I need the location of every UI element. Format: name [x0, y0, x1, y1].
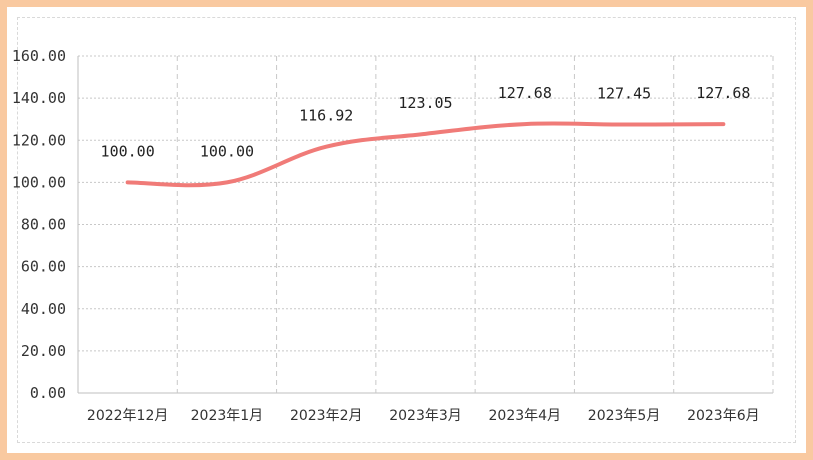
y-tick-label: 120.00: [12, 131, 66, 149]
series-line-group: [125, 121, 726, 188]
grid-lines: [77, 55, 774, 394]
y-tick-label: 80.00: [21, 216, 66, 234]
data-label: 116.92: [299, 107, 353, 125]
data-label: 127.45: [597, 85, 651, 103]
data-label: 123.05: [398, 94, 452, 112]
data-label: 127.68: [696, 84, 750, 102]
y-tick-label: 60.00: [21, 258, 66, 276]
chart-inner-border: [17, 17, 796, 443]
y-tick-label: 20.00: [21, 342, 66, 360]
data-labels: 100.00 100.00 116.92 123.05 127.68 127.45 127.…: [101, 84, 751, 160]
y-tick-label: 0.00: [30, 384, 66, 402]
x-tick-label: 2023年6月: [687, 408, 760, 424]
x-tick-label: 2023年5月: [588, 408, 661, 424]
y-axis-ticks: 0.00 20.00 40.00 60.00 80.00 100.00 120.00 140.…: [12, 47, 66, 402]
x-tick-label: 2023年2月: [290, 408, 363, 424]
y-tick-label: 140.00: [12, 89, 66, 107]
data-label: 100.00: [101, 142, 155, 160]
data-label: 100.00: [200, 142, 254, 160]
y-tick-label: 40.00: [21, 300, 66, 318]
x-tick-label: 2022年12月: [87, 408, 168, 424]
x-tick-label: 2023年3月: [389, 408, 462, 424]
y-tick-label: 100.00: [12, 173, 66, 191]
x-tick-label: 2023年1月: [191, 408, 264, 424]
series-line: [125, 121, 726, 188]
x-axis-ticks: 2022年12月 2023年1月 2023年2月 2023年3月 2023年4月 2023…: [87, 408, 760, 424]
x-tick-label: 2023年4月: [489, 408, 562, 424]
y-tick-label: 160.00: [12, 47, 66, 65]
data-label: 127.68: [498, 84, 552, 102]
